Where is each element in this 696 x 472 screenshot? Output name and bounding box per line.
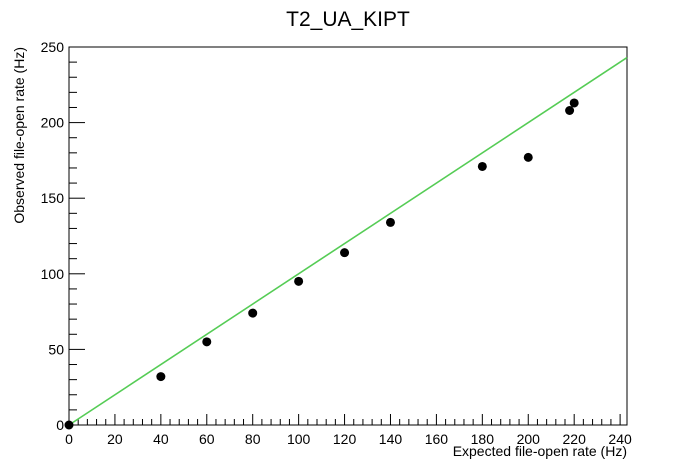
data-point [294, 276, 304, 286]
data-point [523, 152, 533, 162]
data-point [565, 106, 575, 116]
x-tick-label: 0 [65, 431, 73, 447]
data-point [248, 308, 258, 318]
x-tick-label: 240 [608, 431, 632, 447]
data-points [64, 98, 579, 430]
x-tick-label: 160 [425, 431, 449, 447]
x-tick-label: 40 [153, 431, 169, 447]
x-tick-label: 120 [333, 431, 357, 447]
x-axis-label: Expected file-open rate (Hz) [453, 443, 627, 459]
y-tick-label: 50 [48, 341, 64, 357]
y-tick-label: 250 [41, 39, 65, 55]
x-tick-label: 80 [245, 431, 261, 447]
data-point [202, 337, 212, 347]
y-axis-label: Observed file-open rate (Hz) [11, 47, 27, 224]
plot-frame [68, 46, 628, 426]
x-tick-label: 180 [471, 431, 495, 447]
data-point [64, 420, 74, 430]
y-tick-label: 200 [41, 115, 65, 131]
x-tick-label: 20 [107, 431, 123, 447]
x-tick-label: 220 [563, 431, 587, 447]
data-point [569, 98, 579, 108]
data-point [340, 248, 350, 258]
y-tick-label: 100 [41, 266, 65, 282]
reference-line-group [68, 56, 628, 426]
data-point [156, 372, 166, 382]
x-axis-ticks: 0 20 40 60 80 100 120 140 160 180 200 220 240 [65, 414, 632, 447]
y-axis-ticks: 0 50 100 150 200 250 [41, 39, 85, 433]
data-point [385, 217, 395, 227]
x-tick-label: 60 [199, 431, 215, 447]
x-tick-label: 200 [517, 431, 541, 447]
x-tick-label: 100 [287, 431, 311, 447]
y-tick-label: 150 [41, 190, 65, 206]
reference-line [68, 56, 628, 426]
x-tick-label: 140 [379, 431, 403, 447]
y-tick-label: 0 [56, 417, 64, 433]
chart-title: T2_UA_KIPT [286, 8, 410, 31]
data-point [477, 161, 487, 171]
